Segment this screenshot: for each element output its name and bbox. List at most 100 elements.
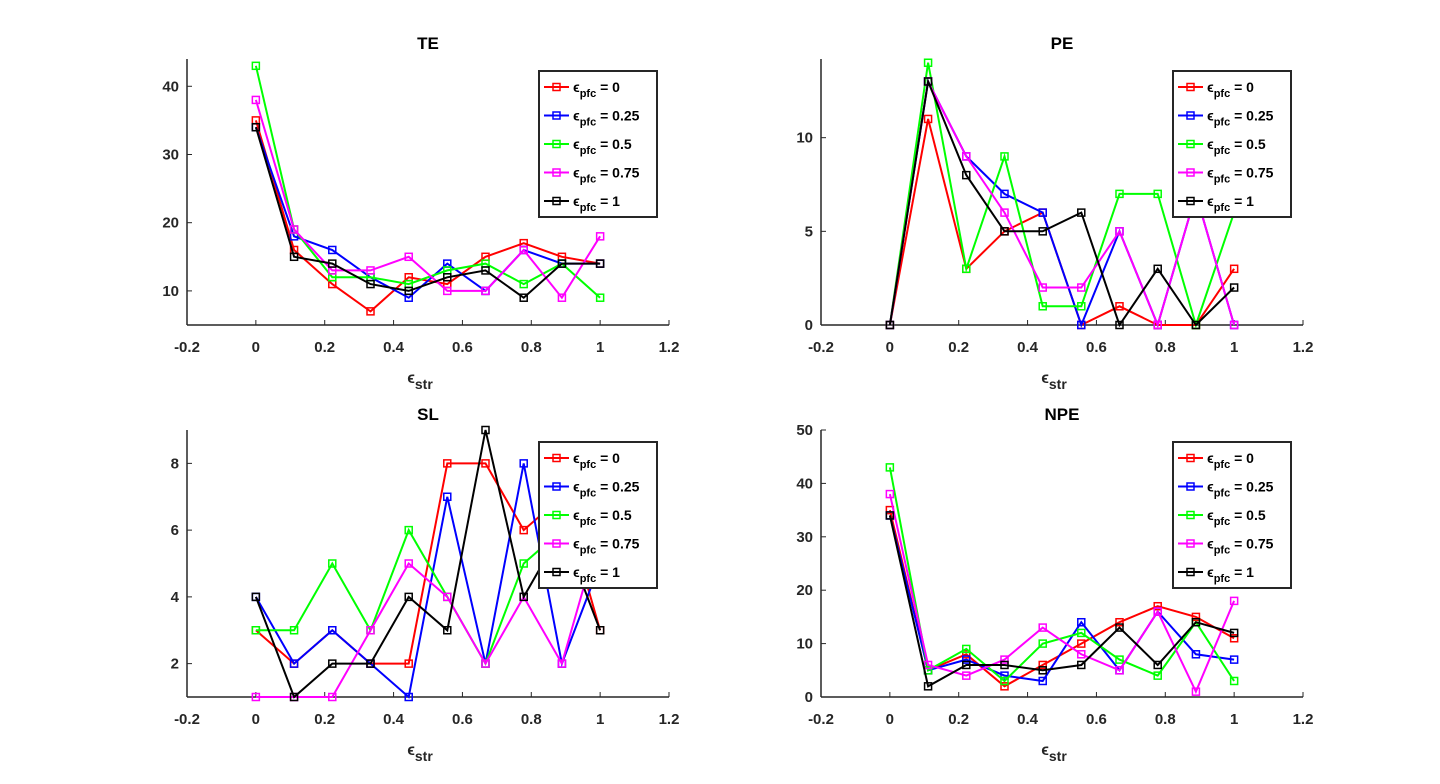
data-point-marker <box>1077 639 1086 648</box>
legend-entry-label: ϵpfc = 1 <box>1207 193 1254 214</box>
chart-panel-npe: -0.2 0 0.2 0.4 0.6 0.8 1 1.2 0 10 20 30 40 50 NPE ϵstr ϵ… <box>796 405 1313 764</box>
data-point-marker <box>1153 601 1162 611</box>
data-point-marker <box>1038 208 1047 217</box>
data-point-marker <box>1153 320 1162 330</box>
x-tick-label: 1 <box>596 711 604 728</box>
series-line-4 <box>888 515 1235 688</box>
x-tick-label: -0.2 <box>808 711 834 728</box>
legend-entry-label: ϵpfc = 0.5 <box>573 507 632 528</box>
legend-entry-label: ϵpfc = 0.75 <box>573 536 640 557</box>
y-tick-label: 10 <box>796 636 813 653</box>
x-tick-label: 0.4 <box>1017 339 1039 356</box>
chart-title: SL <box>417 405 439 424</box>
x-tick-label: 0.4 <box>1017 711 1039 728</box>
legend-entry-label: ϵpfc = 0.75 <box>573 165 640 186</box>
legend-swatch-marker <box>1186 111 1195 120</box>
legend-swatch-marker <box>552 567 561 577</box>
data-point-marker <box>557 659 567 668</box>
legend-swatch-marker <box>552 139 561 149</box>
data-point-marker <box>1191 612 1201 622</box>
data-point-marker <box>1153 660 1162 670</box>
data-point-marker <box>366 626 375 635</box>
legend-swatch-marker <box>552 168 561 177</box>
legend-swatch-marker <box>552 539 561 548</box>
data-point-marker <box>366 659 375 668</box>
data-point-marker <box>1000 682 1009 691</box>
chart-title: TE <box>417 34 439 53</box>
data-point-marker <box>885 511 895 520</box>
data-point-marker <box>1229 264 1239 274</box>
series-line-4 <box>254 126 601 299</box>
x-tick-label: 1.2 <box>659 339 680 356</box>
legend-entry-label: ϵpfc = 0.25 <box>1207 108 1274 129</box>
data-point-marker <box>1153 607 1162 616</box>
data-point-marker <box>1000 189 1009 199</box>
data-point-marker <box>1115 666 1124 675</box>
x-tick-label: 1.2 <box>1293 339 1314 356</box>
data-point-marker <box>1229 628 1239 638</box>
data-point-marker <box>1000 655 1009 664</box>
data-point-marker <box>328 659 337 668</box>
data-point-marker <box>481 286 490 296</box>
series-line-3 <box>255 529 602 698</box>
y-tick-label: 40 <box>796 475 813 492</box>
data-point-marker <box>557 259 567 268</box>
data-point-marker <box>1038 283 1047 292</box>
data-point-marker <box>1077 628 1086 638</box>
data-point-marker <box>519 592 528 602</box>
x-tick-label: -0.2 <box>808 339 834 356</box>
y-tick-label: 10 <box>162 283 179 300</box>
x-tick-label: 1 <box>596 339 604 356</box>
data-point-marker <box>1038 639 1047 648</box>
data-point-marker <box>595 626 605 635</box>
x-tick-label: 0 <box>886 711 894 728</box>
legend-entry-label: ϵpfc = 1 <box>573 564 620 585</box>
data-point-marker <box>1115 623 1124 632</box>
x-tick-label: 0.2 <box>314 339 335 356</box>
data-point-marker <box>404 559 413 568</box>
x-tick-label: 0 <box>886 339 894 356</box>
chart-panel-te: -0.2 0 0.2 0.4 0.6 0.8 1 1.2 10 20 30 40 TE ϵstr ϵpfc … <box>162 34 679 392</box>
data-point-marker <box>923 660 933 670</box>
legend-swatch-marker <box>1186 510 1195 520</box>
legend-swatch-marker <box>1186 82 1195 92</box>
data-point-marker <box>404 286 413 296</box>
data-point-marker <box>443 286 452 296</box>
data-point-marker <box>595 259 605 268</box>
data-point-marker <box>962 264 971 274</box>
y-tick-label: 6 <box>171 522 179 539</box>
legend: ϵpfc = 0 ϵpfc = 0.25 ϵpfc = 0.5 ϵpfc = 0.75… <box>1172 70 1292 218</box>
data-point-marker <box>962 650 971 659</box>
series-line-1 <box>254 126 601 299</box>
data-point-marker <box>404 659 413 668</box>
data-point-marker <box>962 170 971 180</box>
legend-swatch-marker <box>1186 196 1195 206</box>
y-tick-label: 4 <box>171 589 180 606</box>
data-point-marker <box>962 671 971 680</box>
legend-swatch-marker <box>552 482 561 491</box>
x-axis-label: ϵstr <box>407 742 433 764</box>
chart-title: NPE <box>1045 405 1080 424</box>
data-point-marker <box>1229 634 1239 643</box>
x-tick-label: 0.2 <box>948 711 969 728</box>
x-axis-label: ϵstr <box>1041 370 1067 392</box>
y-tick-label: 0 <box>805 689 813 706</box>
x-tick-label: 0.6 <box>452 711 473 728</box>
data-point-marker <box>328 245 337 255</box>
data-point-marker <box>1000 208 1009 217</box>
data-point-marker <box>1077 208 1086 217</box>
x-tick-label: -0.2 <box>174 339 200 356</box>
data-point-marker <box>289 626 299 635</box>
y-tick-label: 8 <box>171 455 179 472</box>
y-tick-label: 50 <box>796 422 813 439</box>
data-point-marker <box>962 655 971 664</box>
legend-swatch-marker <box>1186 539 1195 548</box>
series-line-4 <box>888 77 1235 328</box>
data-point-marker <box>519 293 528 302</box>
data-point-marker <box>519 525 528 535</box>
x-tick-label: 0 <box>252 711 260 728</box>
data-point-marker <box>885 489 895 499</box>
